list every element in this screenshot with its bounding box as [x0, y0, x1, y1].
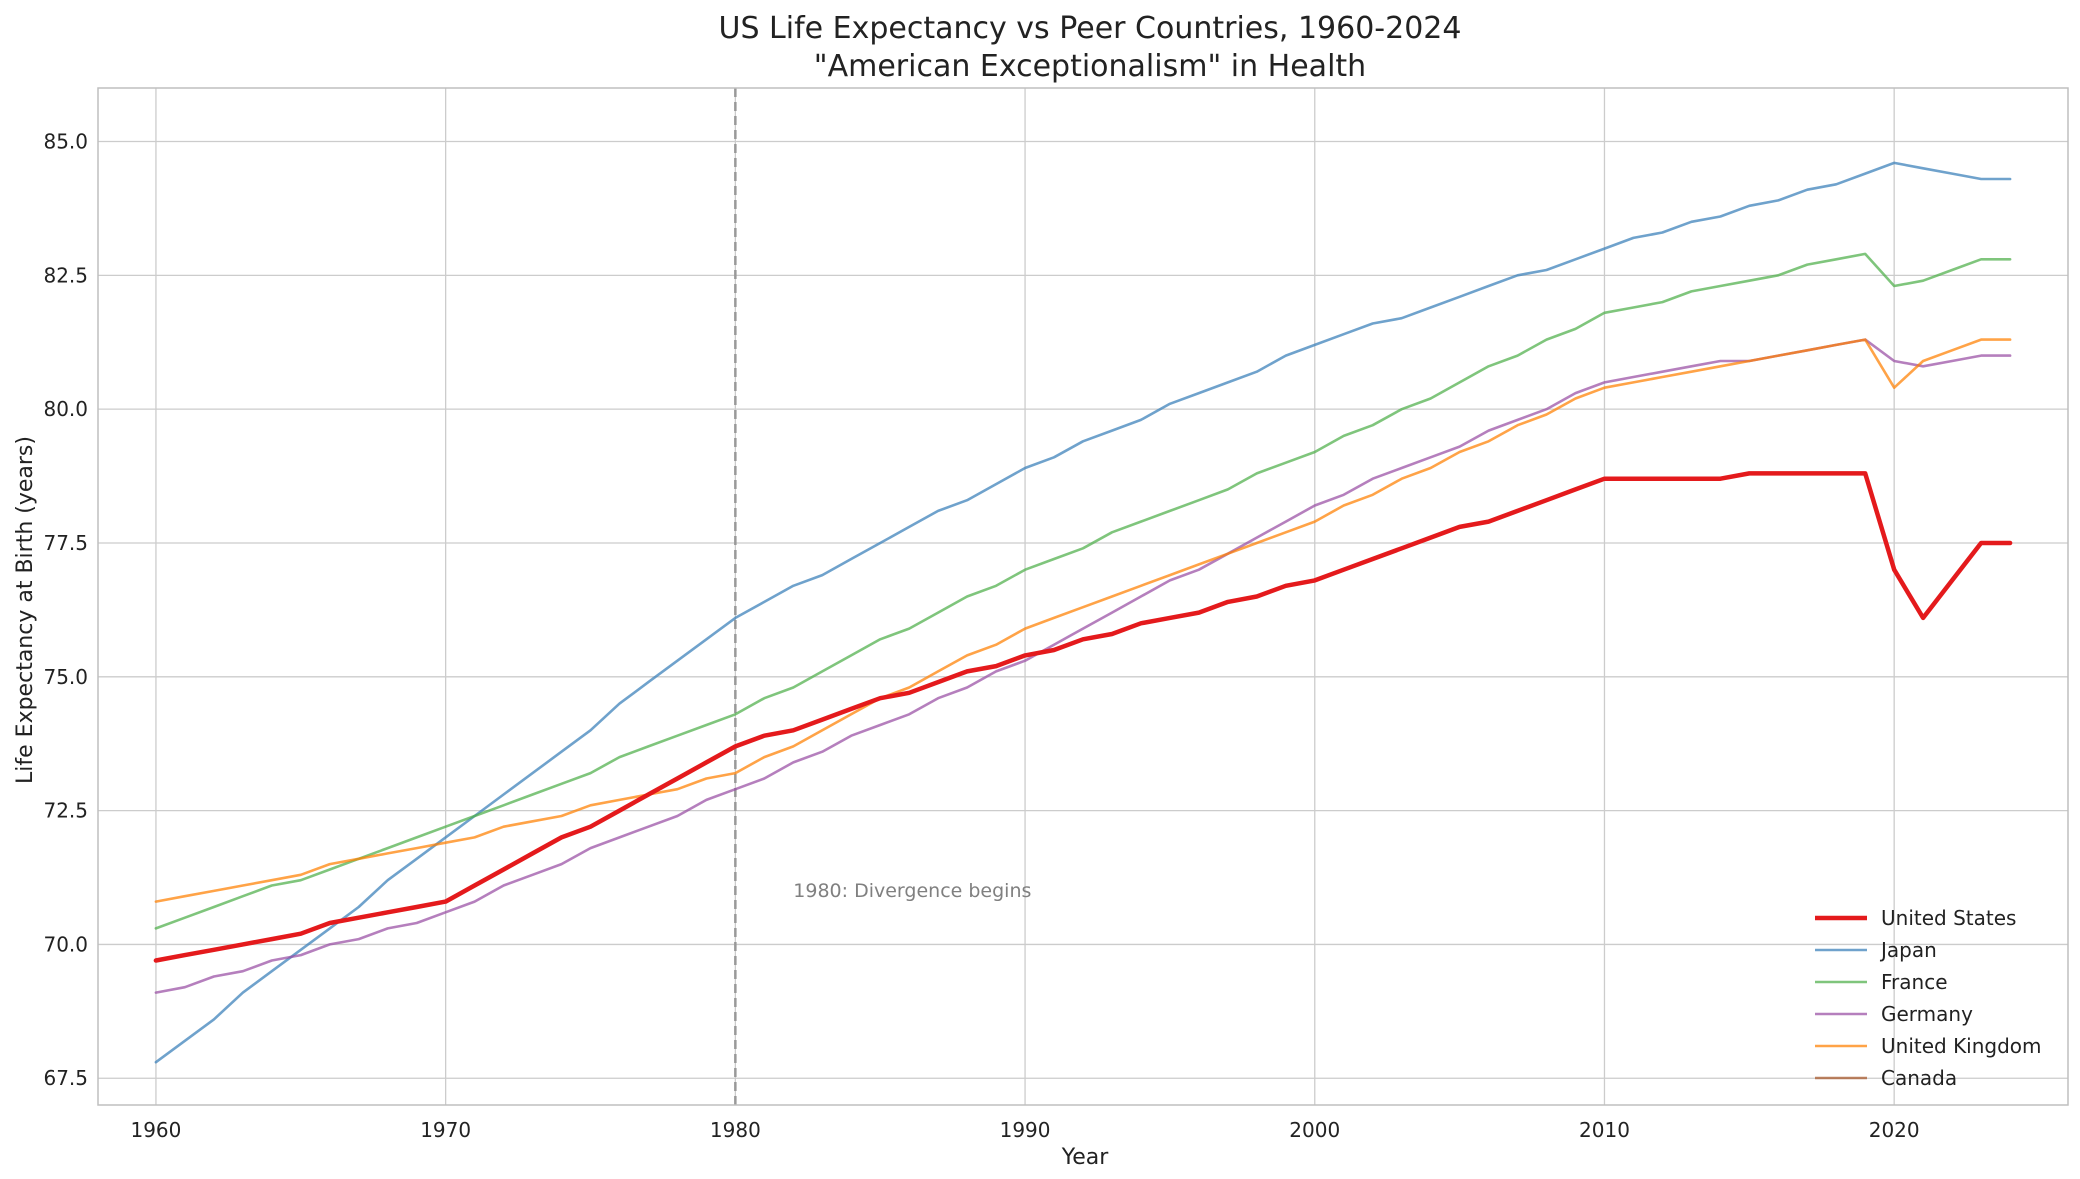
x-tick-label: 2000: [1289, 1118, 1340, 1142]
y-axis-label: Life Expectancy at Birth (years): [13, 436, 38, 784]
series-line-united-states: [153, 471, 2013, 963]
x-tick-label: 1980: [710, 1118, 761, 1142]
chart-subtitle: "American Exceptionalism" in Health: [814, 49, 1366, 84]
annotation-text: 1980: Divergence begins: [793, 880, 1031, 902]
x-tick-label: 2020: [1869, 1118, 1920, 1142]
x-tick-label: 1970: [420, 1118, 471, 1142]
series-line-united-kingdom: [154, 338, 2012, 903]
plot-area: 1960 1970 1980 1990 2000 2010 2020 67.5 70.0 72.5…: [43, 87, 2069, 1142]
y-tick-label: 72.5: [43, 799, 88, 823]
y-tick-label: 80.0: [43, 397, 88, 421]
plot-frame: [97, 87, 2069, 1106]
legend-label: Germany: [1881, 1002, 1973, 1026]
x-tick-label: 1960: [130, 1118, 181, 1142]
y-tick-label: 77.5: [43, 531, 88, 555]
legend-label: United States: [1881, 906, 2016, 930]
legend: United States Japan France Germany United Ki…: [1815, 906, 2042, 1090]
y-tick-label: 67.5: [43, 1066, 88, 1090]
x-axis-label: Year: [1061, 1145, 1110, 1170]
series-line-france: [154, 252, 2012, 930]
x-tick-label: 1990: [1000, 1118, 1051, 1142]
legend-label: Canada: [1881, 1066, 1957, 1090]
y-tick-label: 70.0: [43, 932, 88, 956]
x-tick-label: 2010: [1579, 1118, 1630, 1142]
series-line-germany: [154, 338, 2012, 994]
series-line-japan: [154, 161, 2012, 1064]
y-tick-label: 82.5: [43, 263, 88, 287]
y-tick-label: 75.0: [43, 665, 88, 689]
chart-title: US Life Expectancy vs Peer Countries, 19…: [719, 11, 1462, 46]
plot-background: [98, 88, 2068, 1105]
legend-label: France: [1881, 970, 1948, 994]
legend-label: Japan: [1879, 938, 1937, 962]
legend-label: United Kingdom: [1881, 1034, 2042, 1058]
y-tick-label: 85.0: [43, 130, 88, 154]
